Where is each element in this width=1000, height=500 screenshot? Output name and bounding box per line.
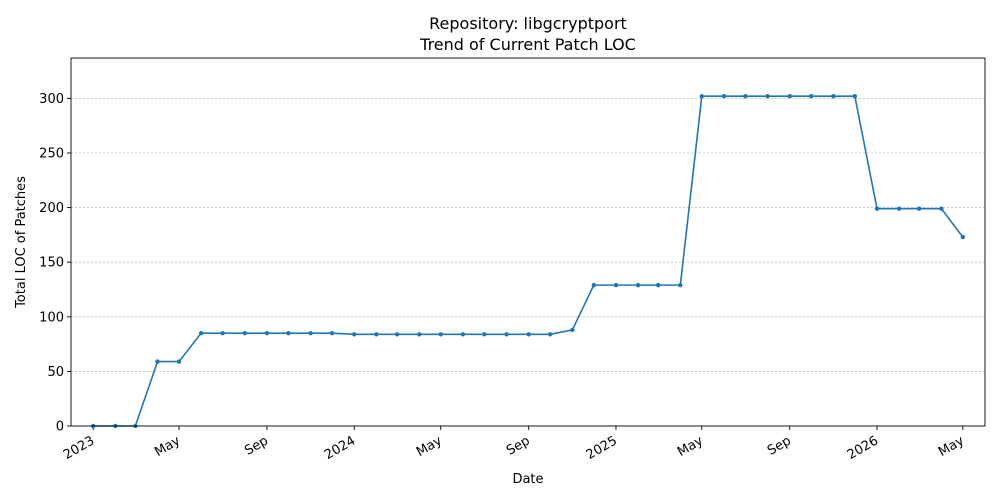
data-point <box>917 206 922 211</box>
x-tick-label: May <box>675 433 706 460</box>
data-point <box>939 206 944 211</box>
data-point <box>743 94 748 99</box>
data-point <box>852 94 858 99</box>
data-point <box>242 330 247 336</box>
x-tick-label: May <box>414 433 445 460</box>
x-tick-label: 2025 <box>584 433 620 463</box>
data-point <box>155 359 160 364</box>
data-point <box>198 330 204 336</box>
data-point <box>264 330 270 336</box>
data-point <box>721 94 727 99</box>
y-tick-label: 100 <box>39 310 64 325</box>
data-point <box>635 282 641 288</box>
data-point <box>547 332 553 337</box>
series-line <box>93 95 964 427</box>
chart-title: Repository: libgcryptport <box>429 14 627 33</box>
y-axis: 0 50 100 150 200 250 300 <box>39 92 71 435</box>
x-tick-label: 2024 <box>322 433 358 463</box>
x-tick-label: Sep <box>242 433 271 458</box>
x-tick-label: Sep <box>504 433 533 458</box>
data-point <box>678 282 683 288</box>
data-point <box>591 282 596 288</box>
data-point <box>417 332 422 337</box>
y-axis-label: Total LOC of Patches <box>14 176 29 309</box>
data-point <box>374 332 379 337</box>
data-point <box>394 332 400 337</box>
y-gridlines <box>71 98 985 427</box>
data-point <box>438 332 443 337</box>
plot-series <box>90 94 966 429</box>
data-point <box>699 94 704 99</box>
data-point <box>655 282 661 288</box>
x-tick-label: May <box>152 433 183 460</box>
data-point <box>765 94 770 99</box>
chart-subtitle: Trend of Current Patch LOC <box>419 35 636 54</box>
data-point <box>787 94 792 99</box>
x-axis-label: Date <box>512 472 543 487</box>
plot-frame <box>70 57 986 427</box>
data-point <box>308 330 313 336</box>
data-point <box>504 332 509 337</box>
x-tick-label: 2026 <box>845 433 881 463</box>
y-tick-label: 200 <box>39 201 64 216</box>
data-point <box>960 234 966 240</box>
data-point <box>460 332 466 337</box>
x-tick-label: 2023 <box>61 433 97 463</box>
y-tick-label: 0 <box>56 420 64 435</box>
data-point <box>482 332 487 337</box>
data-point <box>570 327 575 333</box>
data-point <box>352 332 357 337</box>
x-tick-label: May <box>936 433 967 460</box>
y-tick-label: 250 <box>39 147 64 162</box>
y-tick-label: 300 <box>39 92 64 107</box>
data-point <box>286 330 291 336</box>
x-axis: 2023 May Sep 2024 May Sep 2025 May Sep 2026 May <box>61 426 967 463</box>
data-point <box>329 330 335 336</box>
data-point <box>896 206 902 211</box>
data-point <box>220 330 225 336</box>
data-point <box>526 332 531 337</box>
data-point <box>809 94 814 99</box>
y-tick-label: 150 <box>39 256 64 271</box>
data-point <box>831 94 836 99</box>
data-point <box>613 282 619 288</box>
data-point <box>176 359 182 364</box>
y-tick-label: 50 <box>47 365 64 380</box>
x-tick-label: Sep <box>765 433 794 458</box>
data-point <box>874 206 880 211</box>
